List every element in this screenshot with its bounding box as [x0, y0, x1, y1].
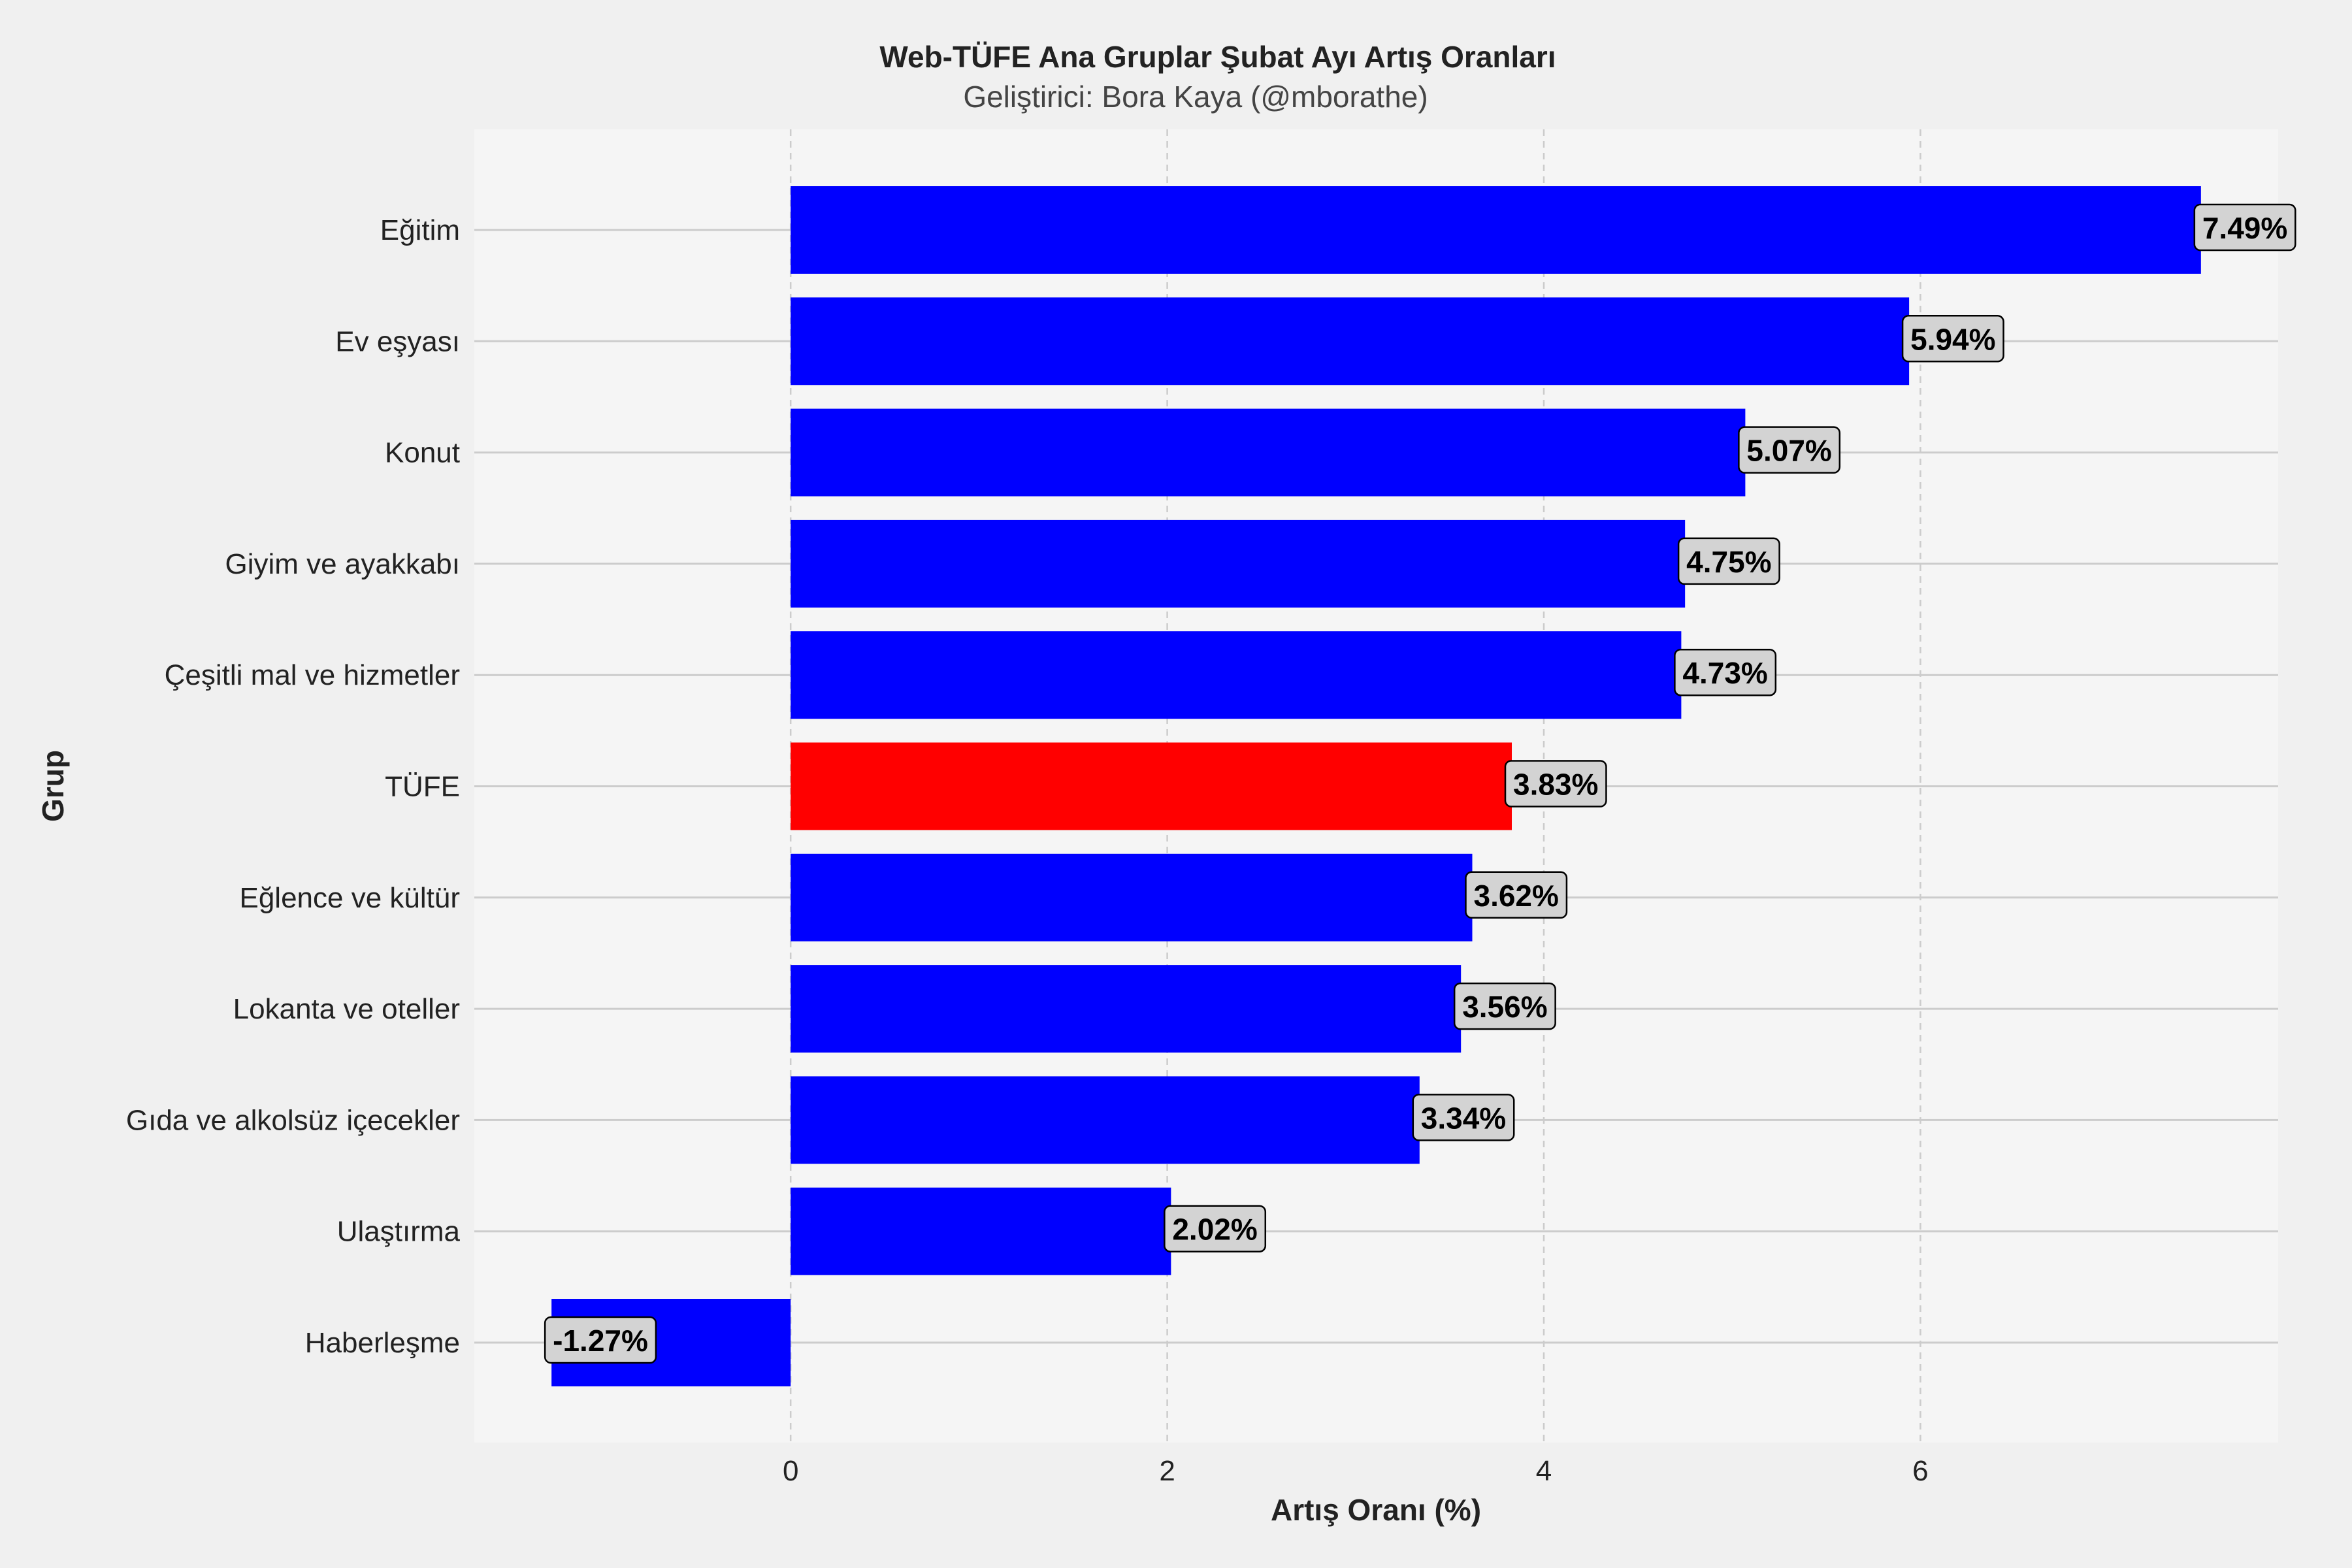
value-label: 4.75%	[1677, 537, 1780, 585]
bar	[791, 186, 2201, 274]
value-label-text: 3.83%	[1513, 768, 1598, 802]
y-tick-label: Eğitim	[380, 214, 460, 246]
chart-title: Web-TÜFE Ana Gruplar Şubat Ayı Artış Ora…	[879, 40, 1556, 74]
value-label-box	[1677, 537, 1780, 585]
value-label: 5.94%	[1901, 315, 2004, 363]
y-tick-label: Konut	[385, 437, 460, 469]
value-label-box	[1164, 1205, 1267, 1252]
value-label-text: 4.73%	[1682, 656, 1767, 690]
value-label: 4.73%	[1674, 648, 1777, 696]
bar	[791, 853, 1473, 941]
value-label-box	[1453, 982, 1556, 1030]
value-label: 7.49%	[2193, 203, 2296, 252]
bar	[791, 965, 1462, 1053]
value-label-text: 5.07%	[1746, 434, 1831, 468]
value-label-text: 7.49%	[2202, 211, 2287, 245]
y-tick-label: Haberleşme	[305, 1327, 460, 1359]
x-tick-labels: 0 2 4 6	[783, 1455, 1929, 1487]
bar	[791, 519, 1686, 608]
y-tick-label: Çeşitli mal ve hizmetler	[165, 659, 460, 691]
value-label-box	[1901, 315, 2004, 363]
x-tick-label: 6	[1912, 1455, 1928, 1487]
value-label: -1.27%	[544, 1316, 657, 1364]
value-label-box	[1504, 760, 1607, 808]
y-tick-label: Lokanta ve oteller	[233, 993, 460, 1025]
y-tick-label: TÜFE	[385, 771, 460, 803]
value-label: 5.07%	[1738, 426, 1841, 474]
value-labels: 7.49% 5.94% 5.07% 4.75% 4.73% 3.83% 3.62% 3.56%…	[544, 203, 2296, 1364]
bar	[791, 1076, 1420, 1164]
value-label-box	[1674, 648, 1777, 696]
x-tick-label: 2	[1159, 1455, 1175, 1487]
y-axis-label: Grup	[36, 750, 70, 822]
value-label-text: -1.27%	[553, 1324, 648, 1358]
y-tick-labels: Eğitim Ev eşyası Konut Giyim ve ayakkabı Çeş…	[126, 214, 461, 1359]
y-tick-label: Ulaştırma	[337, 1216, 461, 1248]
value-label-text: 3.56%	[1462, 990, 1547, 1024]
value-label-box	[544, 1316, 657, 1364]
x-axis-label: Artış Oranı (%)	[1271, 1493, 1481, 1527]
value-label-text: 3.62%	[1473, 879, 1558, 913]
value-label-box	[2193, 203, 2296, 252]
value-label: 3.34%	[1412, 1094, 1515, 1141]
y-tick-label: Eğlence ve kültür	[239, 882, 460, 914]
value-label-box	[1465, 871, 1568, 919]
bar	[791, 297, 1910, 385]
y-tick-label: Giyim ve ayakkabı	[225, 548, 460, 580]
y-tick-label: Gıda ve alkolsüz içecekler	[126, 1104, 460, 1136]
y-tick-label: Ev eşyası	[335, 325, 460, 357]
chart-subtitle: Geliştirici: Bora Kaya (@mborathe)	[963, 80, 1428, 114]
value-label-text: 3.34%	[1421, 1101, 1506, 1135]
value-label: 3.83%	[1504, 760, 1607, 808]
value-label-text: 5.94%	[1910, 322, 1995, 356]
value-label-text: 2.02%	[1172, 1213, 1257, 1247]
value-label-text: 4.75%	[1686, 545, 1771, 579]
bar	[791, 1187, 1171, 1275]
value-label: 3.56%	[1453, 982, 1556, 1030]
value-label-box	[1738, 426, 1841, 474]
x-tick-label: 0	[783, 1455, 798, 1487]
x-tick-label: 4	[1536, 1455, 1552, 1487]
value-label: 2.02%	[1164, 1205, 1267, 1252]
bar	[791, 408, 1746, 497]
value-label-box	[1412, 1094, 1515, 1141]
bars	[551, 186, 2201, 1386]
value-label: 3.62%	[1465, 871, 1568, 919]
bar	[791, 631, 1682, 719]
bar	[791, 742, 1512, 830]
